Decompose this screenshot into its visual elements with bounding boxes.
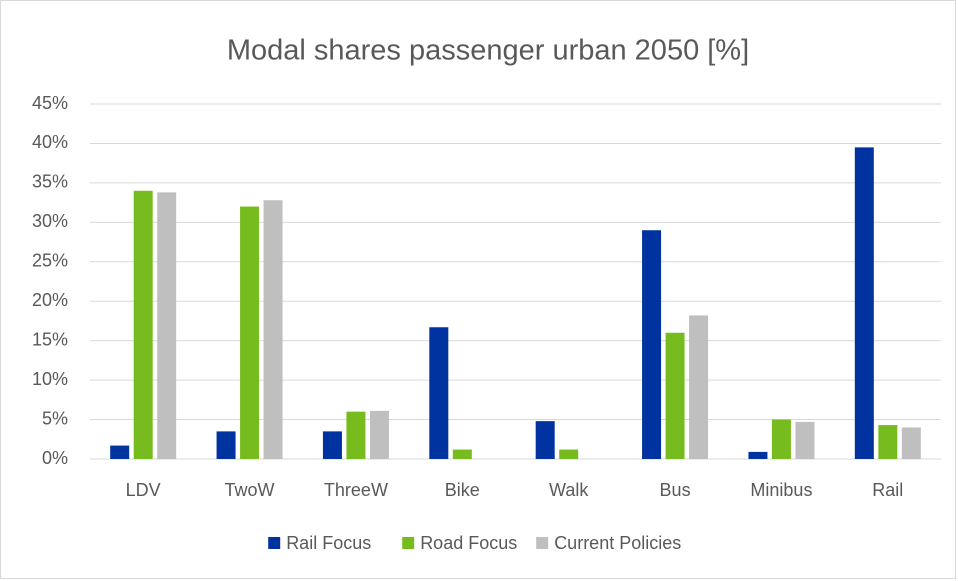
legend-swatch <box>268 537 281 549</box>
legend-label: Road Focus <box>420 533 517 553</box>
x-tick-label: Bus <box>660 480 691 500</box>
x-tick-label: LDV <box>126 480 161 500</box>
y-tick-label: 5% <box>42 408 68 428</box>
bar <box>133 190 153 459</box>
bar <box>748 451 768 459</box>
bar <box>689 315 709 459</box>
y-tick-label: 20% <box>32 290 68 310</box>
bar <box>429 327 449 459</box>
y-tick-label: 40% <box>32 132 68 152</box>
bar <box>322 431 342 459</box>
bar <box>559 449 579 459</box>
chart-title: Modal shares passenger urban 2050 [%] <box>227 35 749 67</box>
x-tick-label: Walk <box>549 480 589 500</box>
x-tick-label: ThreeW <box>324 480 388 500</box>
legend-label: Rail Focus <box>286 533 371 553</box>
y-tick-label: 10% <box>32 369 68 389</box>
y-tick-label: 0% <box>42 448 68 468</box>
legend-swatch <box>536 537 549 549</box>
legend-swatch <box>402 537 415 549</box>
x-tick-label: Bike <box>445 480 480 500</box>
bar <box>452 449 472 459</box>
bar <box>878 425 898 459</box>
bar <box>854 147 874 459</box>
bar <box>263 200 283 459</box>
y-tick-label: 25% <box>32 251 68 271</box>
y-tick-label: 15% <box>32 329 68 349</box>
bar <box>795 421 815 459</box>
bar <box>771 419 791 459</box>
y-tick-label: 35% <box>32 172 68 192</box>
y-tick-label: 30% <box>32 211 68 231</box>
bar <box>369 410 389 459</box>
bar <box>240 206 260 459</box>
legend-label: Current Policies <box>554 533 681 553</box>
bar <box>110 445 130 459</box>
bar <box>901 427 921 459</box>
bar <box>157 192 177 459</box>
bar <box>642 230 662 459</box>
bar <box>535 421 555 459</box>
bar <box>346 411 366 459</box>
x-tick-label: Minibus <box>750 480 812 500</box>
x-tick-label: Rail <box>872 480 903 500</box>
y-tick-label: 45% <box>32 93 68 113</box>
x-tick-label: TwoW <box>225 480 275 500</box>
bar <box>665 332 685 459</box>
bar <box>216 431 236 459</box>
